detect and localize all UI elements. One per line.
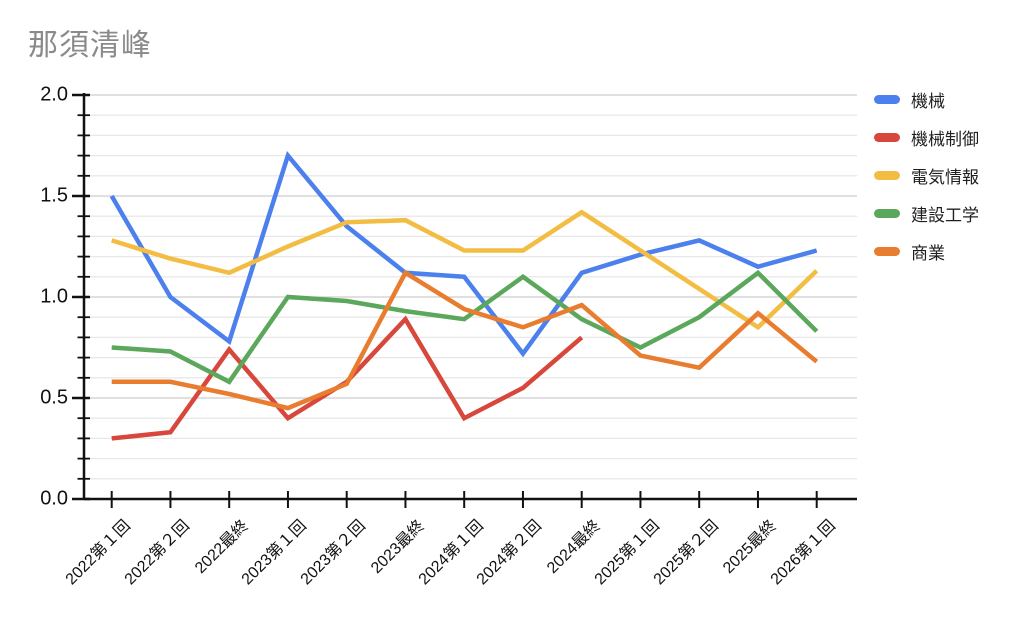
y-tick-label: 0.5 <box>40 386 68 409</box>
series-line-0[interactable] <box>109 150 818 358</box>
y-tick-label: 2.0 <box>40 83 68 106</box>
legend-label: 機械制御 <box>911 129 979 149</box>
legend: 機械機械制御電気情報建設工学商業 <box>874 80 979 270</box>
legend-item-3: 建設工学 <box>874 194 979 232</box>
legend-swatch-icon <box>874 246 900 256</box>
legend-swatch-icon <box>874 208 900 218</box>
y-tick-label: 0.0 <box>40 487 68 510</box>
legend-swatch-icon <box>874 132 900 142</box>
legend-label: 商業 <box>911 243 945 263</box>
legend-label: 建設工学 <box>911 205 979 225</box>
series-line-2[interactable] <box>111 209 819 331</box>
legend-swatch-icon <box>874 94 900 104</box>
y-tick-label: 1.0 <box>40 285 68 308</box>
series-line-4[interactable] <box>111 269 819 411</box>
legend-item-1: 機械制御 <box>874 118 979 156</box>
legend-item-4: 商業 <box>874 232 979 270</box>
series-line-3[interactable] <box>111 269 819 385</box>
legend-label: 機械 <box>911 91 945 111</box>
legend-swatch-icon <box>874 170 900 180</box>
chart-title: 那須清峰 <box>28 29 152 62</box>
legend-label: 電気情報 <box>911 167 979 187</box>
legend-item-2: 電気情報 <box>874 156 979 194</box>
legend-item-0: 機械 <box>874 80 979 118</box>
y-tick-label: 1.5 <box>40 184 68 207</box>
